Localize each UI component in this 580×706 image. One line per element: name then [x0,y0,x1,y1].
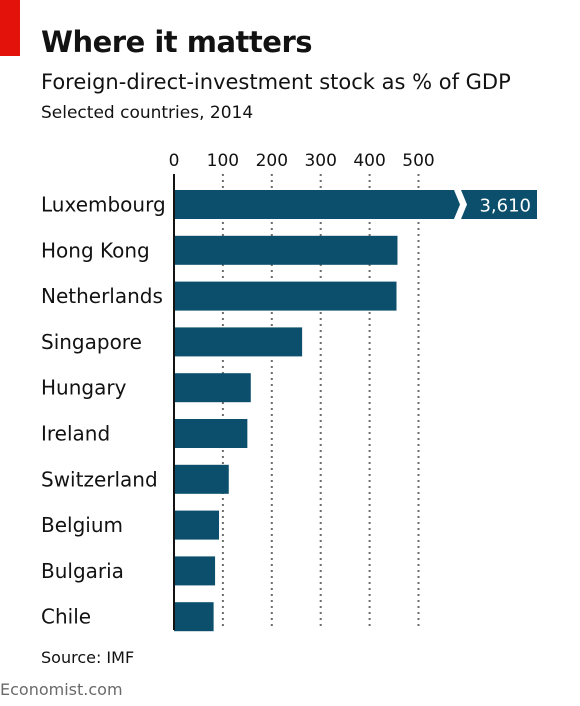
x-tick-label-500: 500 [402,151,434,171]
chart-title: Where it matters [41,25,313,59]
category-label-9: Chile [41,605,91,629]
bar-1 [174,235,398,265]
bar-3 [174,327,303,357]
accent-tag [0,0,20,56]
category-label-6: Switzerland [41,467,158,491]
bar-2 [174,281,397,311]
bar-6 [174,464,229,494]
x-tick-label-300: 300 [304,151,336,171]
category-label-2: Netherlands [41,284,163,308]
chart-subtitle: Foreign-direct-investment stock as % of … [41,70,511,94]
bar-8 [174,556,216,586]
category-label-8: Bulgaria [41,559,124,583]
bar-9 [174,602,214,632]
x-tick-label-0: 0 [169,151,180,171]
category-label-0: Luxembourg [41,193,166,217]
axis-break-mark [454,190,467,219]
x-tick-label-200: 200 [256,151,288,171]
category-label-3: Singapore [41,330,142,354]
category-label-7: Belgium [41,513,123,537]
category-label-1: Hong Kong [41,238,150,262]
x-tick-label-400: 400 [353,151,385,171]
brand-watermark: Economist.com [0,680,123,699]
bar-0 [174,190,537,219]
bar-7 [174,510,219,540]
x-tick-label-100: 100 [207,151,239,171]
category-label-5: Ireland [41,422,110,446]
data-label-0: 3,610 [479,196,531,217]
source-note: Source: IMF [41,648,135,667]
bar-4 [174,373,251,403]
category-label-4: Hungary [41,376,127,400]
bar-5 [174,419,248,448]
chart-subsubtitle: Selected countries, 2014 [41,103,254,123]
